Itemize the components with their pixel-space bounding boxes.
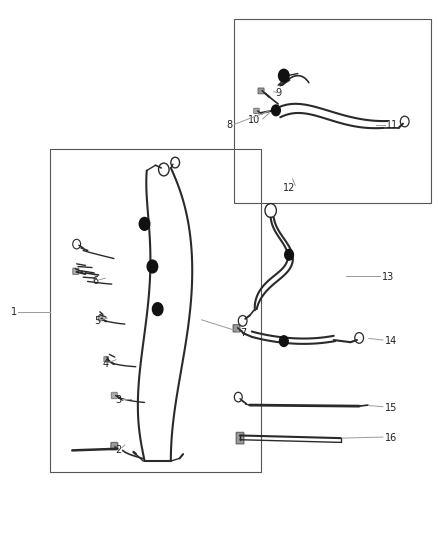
- Text: 16: 16: [385, 433, 397, 443]
- Text: 1: 1: [11, 307, 17, 317]
- Circle shape: [272, 105, 280, 116]
- FancyBboxPatch shape: [98, 316, 103, 321]
- FancyBboxPatch shape: [111, 392, 117, 399]
- Bar: [50, 149, 261, 472]
- Text: 9: 9: [275, 88, 281, 98]
- Circle shape: [152, 303, 163, 316]
- Text: 6: 6: [93, 277, 99, 286]
- Text: 7: 7: [240, 328, 247, 338]
- Bar: [234, 19, 431, 203]
- Circle shape: [285, 249, 293, 260]
- Circle shape: [279, 69, 289, 82]
- FancyBboxPatch shape: [111, 442, 118, 450]
- Text: 13: 13: [382, 272, 394, 282]
- Text: 10: 10: [248, 115, 261, 125]
- FancyBboxPatch shape: [258, 88, 264, 94]
- Circle shape: [139, 217, 150, 230]
- Text: 2: 2: [116, 446, 122, 455]
- FancyBboxPatch shape: [73, 268, 79, 274]
- Circle shape: [147, 260, 158, 273]
- Text: 12: 12: [283, 183, 295, 192]
- FancyBboxPatch shape: [236, 432, 244, 444]
- Text: 3: 3: [116, 395, 122, 405]
- Text: 15: 15: [385, 403, 397, 413]
- Circle shape: [279, 336, 288, 346]
- Text: 8: 8: [226, 120, 232, 130]
- Text: 11: 11: [386, 120, 399, 130]
- FancyBboxPatch shape: [254, 108, 259, 114]
- Text: 4: 4: [102, 359, 109, 368]
- Text: 5: 5: [95, 317, 101, 326]
- FancyBboxPatch shape: [233, 325, 240, 332]
- FancyBboxPatch shape: [104, 357, 109, 362]
- Text: 14: 14: [385, 336, 397, 346]
